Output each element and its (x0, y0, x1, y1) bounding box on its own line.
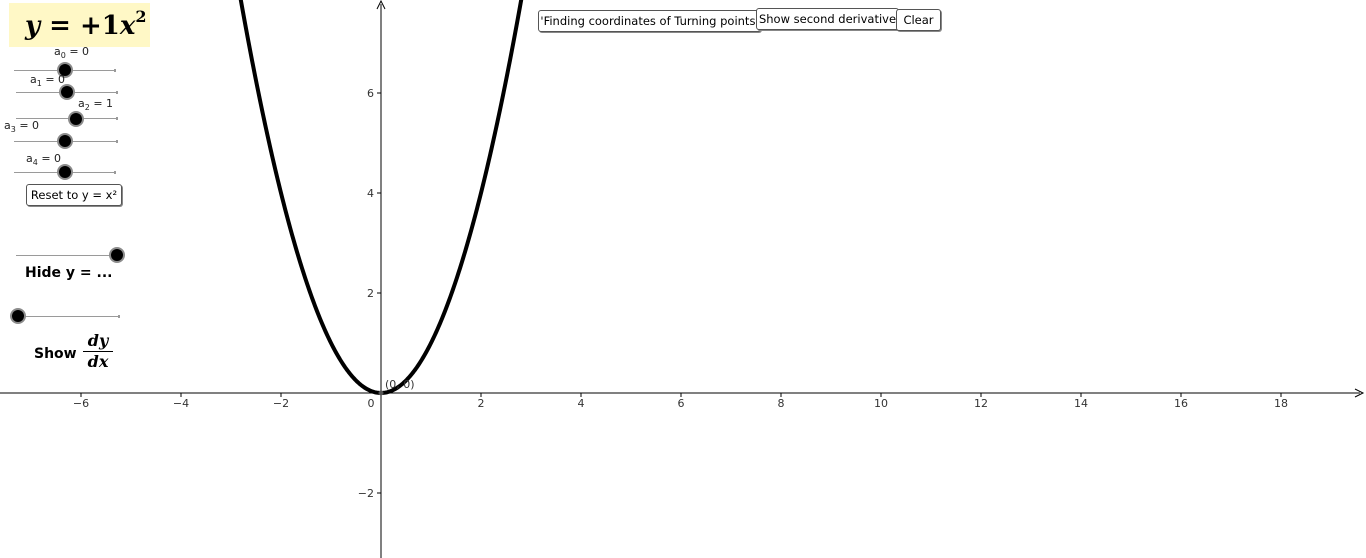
slider-a1-label: a1 = 0 (30, 73, 66, 89)
x-tick-label: 8 (778, 397, 785, 410)
y-axis-arrow-icon (376, 0, 386, 10)
x-tick-label: 14 (1074, 397, 1088, 410)
slider-a0-label: a0 = 0 (54, 45, 90, 61)
equation-lhs: y (25, 11, 41, 41)
derivative-numerator: dy (87, 331, 109, 350)
x-tick-label: 2 (478, 397, 485, 410)
x-tick-label: 10 (874, 397, 888, 410)
x-tick-label: 18 (1274, 397, 1288, 410)
slider-a3-knob[interactable] (59, 135, 71, 147)
derivative-fraction: dy dx (83, 332, 113, 371)
reset-button[interactable]: Reset to y = x² (26, 184, 122, 206)
show-derivative-knob[interactable] (12, 310, 24, 322)
slider-a3-label: a3 = 0 (4, 119, 40, 135)
y-tick-label: −2 (358, 487, 374, 500)
x-axis-arrow-icon (1354, 388, 1365, 398)
slider-a4-label: a4 = 0 (26, 152, 62, 168)
turning-point-label: (0, 0) (385, 378, 415, 391)
y-axis (376, 0, 386, 558)
x-tick-label: 0 (368, 397, 375, 410)
clear-button[interactable]: Clear (896, 9, 941, 31)
x-tick-label: −2 (273, 397, 289, 410)
equation-coefficient: = +1 (40, 11, 120, 41)
turning-point[interactable] (378, 390, 384, 396)
slider-a4-knob[interactable] (59, 166, 71, 178)
equation-text: y = +1x2 (25, 7, 147, 41)
slider-a2-knob[interactable] (70, 113, 82, 125)
show-derivative-label: Show (34, 346, 77, 362)
y-tick-label: 2 (367, 287, 374, 300)
y-tick-label: 4 (367, 187, 374, 200)
x-tick-label: 4 (578, 397, 585, 410)
slider-a0-knob[interactable] (59, 64, 71, 76)
second-derivative-button[interactable]: Show second derivative (756, 8, 899, 30)
equation-panel[interactable]: y = +1x2 (9, 3, 150, 47)
equation-exponent: 2 (135, 7, 147, 26)
x-tick-label: −6 (73, 397, 89, 410)
turning-points-button[interactable]: 'Finding coordinates of Turning points' (538, 10, 761, 32)
derivative-denominator: dx (87, 352, 109, 371)
slider-a1-knob[interactable] (61, 86, 73, 98)
equation-variable: x (119, 11, 136, 41)
hide-y-knob[interactable] (111, 249, 123, 261)
x-axis (0, 388, 1365, 398)
fraction-bar (83, 351, 113, 352)
y-tick-label: 6 (367, 87, 374, 100)
x-tick-label: 16 (1174, 397, 1188, 410)
hide-y-label: Hide y = ... (25, 265, 113, 281)
slider-a2-label: a2 = 1 (78, 97, 114, 113)
x-tick-label: 12 (974, 397, 988, 410)
x-tick-label: −4 (173, 397, 189, 410)
hide-y-track[interactable] (16, 254, 120, 257)
show-derivative-track[interactable] (14, 315, 120, 318)
slider-a2-track[interactable] (16, 117, 118, 120)
x-tick-label: 6 (678, 397, 685, 410)
